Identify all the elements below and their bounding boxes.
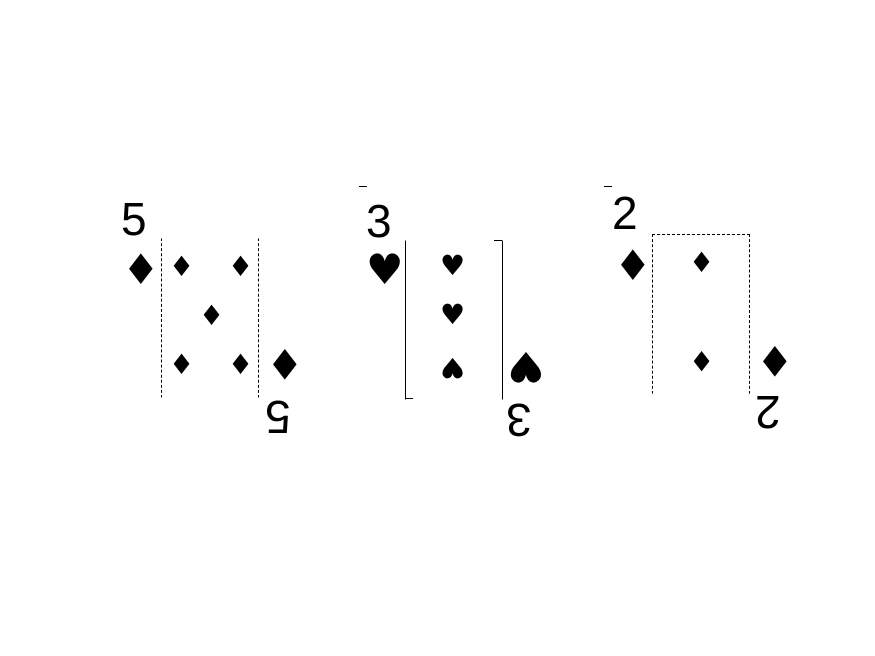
card-corner-mark [604, 186, 612, 187]
diamond-icon: ♦ [169, 250, 195, 283]
card-border [652, 234, 750, 394]
diamond-icon: ♦ [614, 241, 652, 290]
diamond-icon: ♦ [122, 245, 160, 294]
heart-icon: ♥ [440, 298, 466, 331]
diamond-icon: ♦ [756, 336, 794, 385]
rank-top: 2 [612, 187, 638, 239]
diamond-icon: ♦ [689, 344, 715, 377]
heart-icon: ♥ [507, 342, 545, 391]
rank-bottom: 2 [755, 386, 781, 438]
diamond-icon: ♦ [228, 250, 254, 283]
diamond-icon: ♦ [689, 246, 715, 279]
heart-icon: ♥ [440, 351, 466, 384]
rank-top: 5 [121, 193, 147, 245]
rank-top: 3 [366, 195, 392, 247]
diamond-icon: ♦ [228, 348, 254, 381]
heart-icon: ♥ [366, 245, 404, 294]
rank-bottom: 5 [265, 391, 291, 443]
heart-icon: ♥ [440, 249, 466, 282]
card-corner-mark [494, 240, 502, 241]
diamond-icon: ♦ [199, 299, 225, 332]
card-border [161, 238, 259, 398]
card-corner-mark [405, 398, 413, 399]
diamond-icon: ♦ [169, 348, 195, 381]
card-corner-mark [359, 186, 367, 187]
diamond-icon: ♦ [266, 339, 304, 388]
rank-bottom: 3 [506, 394, 532, 446]
card-border [405, 240, 503, 400]
